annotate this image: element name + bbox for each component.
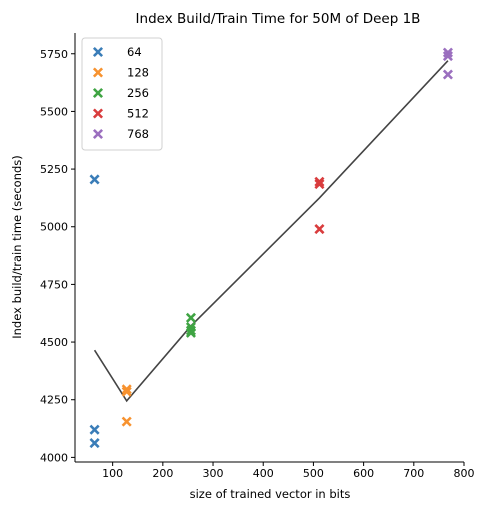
data-point-128: [121, 384, 132, 395]
y-tick-label: 5500: [40, 105, 68, 118]
y-tick-label: 5250: [40, 163, 68, 176]
data-point-768: [442, 51, 453, 62]
y-tick-label: 4750: [40, 278, 68, 291]
y-tick-label: 4000: [40, 451, 68, 464]
y-axis-label: Index build/train time (seconds): [10, 155, 24, 339]
x-tick-label: 600: [353, 467, 374, 480]
legend-marker-768: [92, 128, 104, 140]
data-point-512: [314, 224, 325, 235]
x-tick-label: 500: [303, 467, 324, 480]
y-tick-label: 5000: [40, 221, 68, 234]
data-point-256: [185, 327, 196, 338]
data-point-64: [89, 174, 100, 185]
y-tick-label: 4500: [40, 336, 68, 349]
y-tick-label: 4250: [40, 394, 68, 407]
data-point-256: [185, 312, 196, 323]
legend-label-768: 768: [127, 127, 149, 141]
data-point-128: [121, 386, 132, 397]
data-point-256: [185, 325, 196, 336]
legend-marker-256: [92, 87, 104, 99]
legend-label-256: 256: [127, 86, 149, 100]
plot-area: 100 200 300 400 500 600 700 800 4000 4250 4500 4750…: [40, 33, 475, 480]
data-point-64: [89, 438, 100, 449]
legend-label-128: 128: [127, 66, 149, 80]
y-tick-label: 5750: [40, 48, 68, 61]
data-point-768: [442, 69, 453, 80]
data-point-64: [89, 424, 100, 435]
legend-box: [81, 37, 163, 151]
legend-marker-128: [92, 67, 104, 78]
x-tick-label: 300: [203, 467, 224, 480]
legend-label-512: 512: [127, 107, 149, 121]
legend-marker-64: [92, 46, 104, 58]
data-point-128: [121, 416, 132, 427]
x-tick-label: 700: [403, 467, 424, 480]
chart-title: Index Build/Train Time for 50M of Deep 1…: [136, 11, 421, 27]
x-axis-label: size of trained vector in bits: [190, 487, 351, 501]
legend-marker-512: [92, 108, 104, 119]
data-point-512: [314, 179, 325, 190]
x-tick-label: 100: [102, 467, 123, 480]
x-tick-label: 800: [454, 467, 475, 480]
legend-label-64: 64: [127, 45, 142, 59]
x-tick-label: 200: [152, 467, 173, 480]
legend: 64 128 256 512 768: [81, 37, 163, 151]
data-point-512: [314, 176, 325, 187]
x-tick-label: 400: [253, 467, 274, 480]
